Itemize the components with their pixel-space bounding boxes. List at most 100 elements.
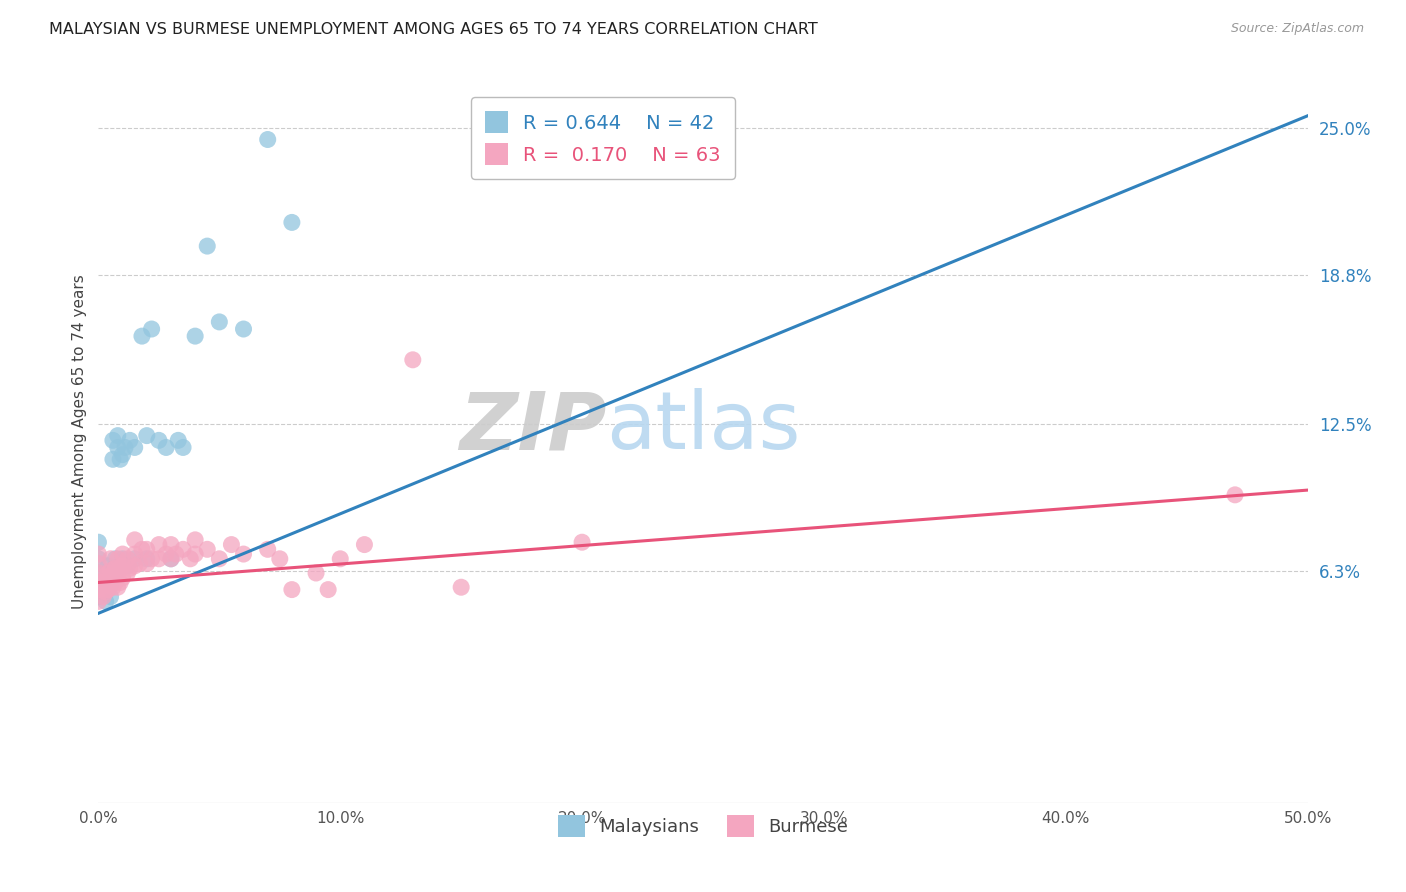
Point bbox=[107, 566, 129, 580]
Point bbox=[101, 434, 124, 448]
Point bbox=[128, 557, 150, 571]
Point bbox=[87, 594, 110, 608]
Point bbox=[329, 551, 352, 566]
Point bbox=[135, 557, 157, 571]
Point bbox=[100, 564, 122, 578]
Point bbox=[124, 441, 146, 455]
Point bbox=[155, 547, 177, 561]
Text: MALAYSIAN VS BURMESE UNEMPLOYMENT AMONG AGES 65 TO 74 YEARS CORRELATION CHART: MALAYSIAN VS BURMESE UNEMPLOYMENT AMONG … bbox=[49, 22, 818, 37]
Point bbox=[208, 551, 231, 566]
Point bbox=[87, 582, 110, 597]
Text: Source: ZipAtlas.com: Source: ZipAtlas.com bbox=[1230, 22, 1364, 36]
Point bbox=[135, 542, 157, 557]
Point bbox=[179, 551, 201, 566]
Point bbox=[97, 571, 120, 585]
Point bbox=[87, 547, 110, 561]
Point bbox=[108, 575, 131, 590]
Point bbox=[221, 538, 243, 552]
Point bbox=[184, 329, 207, 343]
Point bbox=[148, 551, 170, 566]
Point bbox=[117, 558, 139, 573]
Point bbox=[148, 538, 170, 552]
Point bbox=[141, 322, 163, 336]
Point bbox=[195, 239, 218, 253]
Point bbox=[135, 551, 157, 566]
Point bbox=[111, 547, 134, 561]
Point bbox=[402, 352, 425, 367]
Point bbox=[107, 580, 129, 594]
Point bbox=[107, 441, 129, 455]
Point bbox=[353, 538, 375, 552]
Point bbox=[101, 452, 124, 467]
Point bbox=[111, 558, 134, 573]
Point bbox=[256, 132, 278, 146]
Point bbox=[111, 551, 134, 566]
Point bbox=[124, 551, 146, 566]
Point bbox=[100, 575, 122, 590]
Point bbox=[91, 575, 114, 590]
Text: ZIP: ZIP bbox=[458, 388, 606, 467]
Point bbox=[94, 571, 117, 585]
Point bbox=[101, 566, 124, 580]
Point bbox=[97, 582, 120, 597]
Point bbox=[232, 322, 254, 336]
Point bbox=[118, 434, 141, 448]
Point bbox=[124, 547, 146, 561]
Point bbox=[107, 551, 129, 566]
Point bbox=[104, 551, 127, 566]
Point bbox=[281, 582, 304, 597]
Point bbox=[160, 551, 183, 566]
Point bbox=[91, 590, 114, 604]
Point bbox=[117, 566, 139, 580]
Point bbox=[104, 566, 127, 580]
Point bbox=[256, 542, 278, 557]
Point bbox=[100, 551, 122, 566]
Legend: Malaysians, Burmese: Malaysians, Burmese bbox=[551, 808, 855, 845]
Point bbox=[1223, 488, 1246, 502]
Point bbox=[118, 561, 141, 575]
Point bbox=[100, 590, 122, 604]
Point bbox=[111, 448, 134, 462]
Point bbox=[100, 578, 122, 592]
Point bbox=[94, 582, 117, 597]
Point bbox=[141, 551, 163, 566]
Point bbox=[117, 551, 139, 566]
Point bbox=[87, 590, 110, 604]
Point bbox=[104, 575, 127, 590]
Point bbox=[97, 566, 120, 580]
Point bbox=[108, 561, 131, 575]
Point bbox=[450, 580, 472, 594]
Point bbox=[101, 580, 124, 594]
Point bbox=[165, 547, 187, 561]
Point bbox=[195, 542, 218, 557]
Point bbox=[184, 547, 207, 561]
Text: atlas: atlas bbox=[606, 388, 800, 467]
Point bbox=[160, 538, 183, 552]
Point bbox=[148, 434, 170, 448]
Point bbox=[232, 547, 254, 561]
Point bbox=[124, 558, 146, 573]
Point bbox=[305, 566, 328, 580]
Point bbox=[87, 575, 110, 590]
Point bbox=[108, 452, 131, 467]
Point bbox=[155, 441, 177, 455]
Point bbox=[281, 215, 304, 229]
Point bbox=[94, 585, 117, 599]
Point bbox=[167, 434, 190, 448]
Point bbox=[269, 551, 291, 566]
Point bbox=[87, 566, 110, 580]
Point bbox=[87, 557, 110, 571]
Point bbox=[111, 571, 134, 585]
Point bbox=[107, 428, 129, 442]
Point bbox=[124, 533, 146, 547]
Point bbox=[208, 315, 231, 329]
Point bbox=[571, 535, 593, 549]
Point bbox=[100, 564, 122, 578]
Point bbox=[87, 575, 110, 590]
Point bbox=[87, 551, 110, 566]
Point bbox=[184, 533, 207, 547]
Point bbox=[316, 582, 339, 597]
Point bbox=[135, 428, 157, 442]
Point bbox=[172, 441, 194, 455]
Point bbox=[104, 561, 127, 575]
